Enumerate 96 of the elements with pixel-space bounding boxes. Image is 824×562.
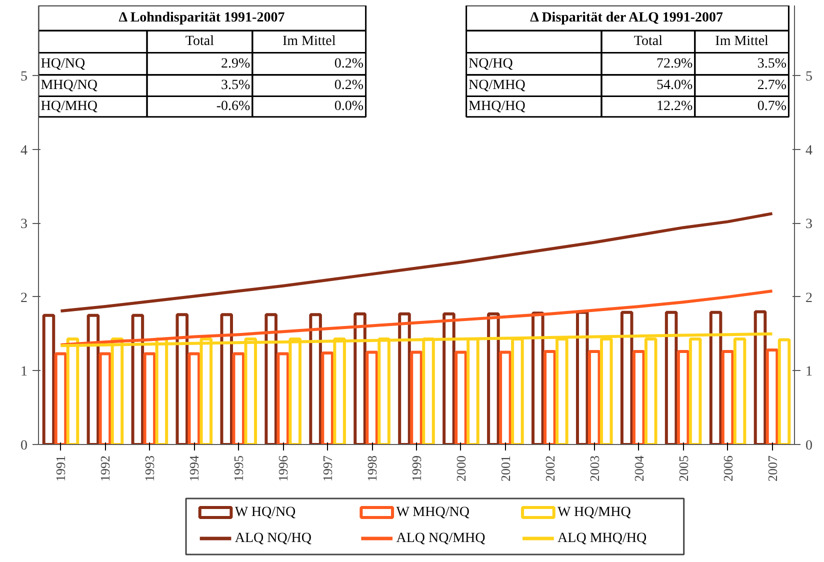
annotation: NQ/HQ	[468, 56, 513, 72]
x-tick-label: 2000	[453, 456, 468, 482]
y-tick-label: 0	[20, 438, 28, 454]
bar	[232, 352, 246, 444]
annotation: 3.5%	[221, 78, 251, 94]
annotation: Total	[634, 34, 663, 50]
annotation: Δ Lohndisparität 1991-2007	[118, 10, 285, 26]
y-tick-label: 3	[20, 217, 28, 232]
annotation: 2.7%	[757, 78, 787, 94]
bar	[664, 310, 678, 444]
annotation: HQ/MHQ	[40, 99, 98, 114]
bar	[264, 313, 278, 444]
bar	[86, 314, 100, 444]
bar	[632, 350, 646, 444]
bar	[709, 310, 722, 444]
bar	[54, 352, 68, 444]
y2-tick-label: 0	[806, 438, 812, 454]
bar	[754, 310, 767, 444]
annotation: 0.2%	[334, 56, 364, 72]
bar	[131, 314, 144, 444]
annotation: Total	[185, 34, 214, 50]
annotation: NQ/MHQ	[468, 78, 526, 94]
bar	[143, 352, 156, 444]
y2-tick-label: 4	[806, 143, 812, 158]
annotation: MHQ/NQ	[40, 78, 98, 94]
bar	[398, 312, 411, 444]
y-tick-label: 2	[20, 290, 28, 306]
bar	[544, 350, 556, 444]
bar	[766, 348, 779, 444]
legend-label: W HQ/NQ	[234, 505, 296, 520]
bar	[454, 350, 468, 444]
y-tick-label: 5	[20, 70, 28, 85]
bar	[676, 350, 690, 444]
x-tick-label: 1999	[409, 456, 424, 482]
bar	[188, 352, 201, 444]
bar	[532, 312, 544, 444]
x-tick-label: 1996	[276, 455, 291, 482]
legend-label: W HQ/MHQ	[558, 505, 631, 520]
annotation: 0.0%	[334, 99, 364, 114]
bar	[620, 310, 634, 444]
bar	[220, 313, 233, 444]
x-tick-label: 2003	[586, 456, 602, 482]
bar	[499, 350, 512, 444]
annotation: Δ Disparität der ALQ 1991-2007	[530, 10, 724, 26]
annotation: MHQ/HQ	[468, 99, 526, 114]
x-tick-label: 2007	[764, 455, 780, 482]
y-tick-label: 1	[20, 364, 28, 380]
bar	[276, 352, 290, 444]
bar	[588, 350, 601, 444]
annotation: 0.2%	[334, 78, 364, 94]
x-tick-label: 1993	[142, 456, 158, 482]
annotation: 54.0%	[656, 78, 693, 94]
annotation: -0.6%	[216, 99, 251, 114]
line-series	[59, 290, 774, 346]
x-tick-label: 2001	[498, 456, 513, 482]
bar	[309, 313, 322, 444]
annotation: 2.9%	[221, 56, 251, 72]
line-series	[59, 212, 774, 312]
y2-tick-label: 1	[806, 364, 812, 380]
bar	[410, 350, 423, 444]
legend-label: ALQ NQ/MHQ	[396, 531, 486, 546]
x-tick-label: 2006	[720, 455, 736, 482]
x-tick-label: 1998	[364, 456, 380, 482]
y-tick-label: 4	[20, 143, 28, 158]
annotation: 0.7%	[757, 99, 787, 114]
bar	[442, 312, 456, 444]
bar	[42, 314, 56, 444]
x-tick-label: 2005	[676, 456, 691, 482]
x-tick-label: 1994	[186, 455, 202, 482]
x-tick-label: 2002	[542, 456, 558, 482]
bar	[98, 352, 112, 444]
x-tick-label: 1995	[231, 456, 246, 482]
annotation: Im Mittel	[715, 34, 769, 50]
x-tick-label: 1992	[98, 456, 113, 482]
y2-tick-label: 5	[806, 70, 812, 85]
bar	[366, 350, 378, 444]
bar	[321, 352, 334, 444]
bar	[487, 312, 500, 444]
annotation: HQ/NQ	[40, 56, 86, 72]
bar	[176, 313, 189, 444]
y2-tick-label: 3	[806, 217, 812, 232]
annotation: Im Mittel	[282, 34, 336, 50]
bar	[354, 312, 366, 444]
legend-label: W MHQ/NQ	[396, 505, 470, 520]
bar	[576, 310, 589, 444]
bar	[778, 338, 791, 444]
legend-label: ALQ NQ/HQ	[234, 531, 312, 546]
y2-tick-label: 2	[806, 290, 812, 306]
bar	[721, 350, 734, 444]
x-tick-label: 2004	[631, 455, 646, 482]
annotation: 72.9%	[656, 56, 693, 72]
legend-label: ALQ MHQ/HQ	[558, 531, 647, 546]
annotation: 12.2%	[656, 99, 693, 114]
annotation: 3.5%	[757, 56, 787, 72]
x-tick-label: 1991	[53, 456, 68, 482]
x-tick-label: 1997	[320, 455, 336, 482]
